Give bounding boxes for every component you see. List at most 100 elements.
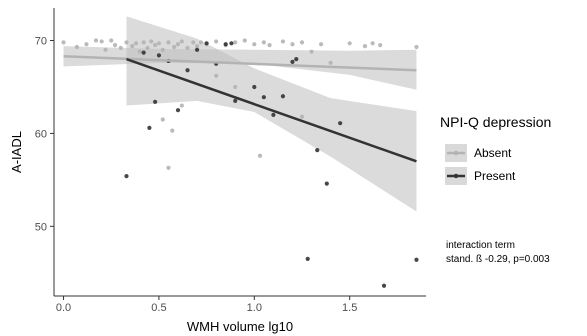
- data-point-absent: [261, 40, 266, 45]
- data-point-present: [141, 50, 146, 55]
- data-point-absent: [179, 39, 184, 44]
- data-point-present: [153, 99, 158, 104]
- data-point-absent: [166, 165, 171, 170]
- data-point-absent: [290, 42, 295, 47]
- legend: NPI-Q depression Absent Present: [440, 114, 551, 185]
- data-point-absent: [370, 41, 375, 46]
- data-point-present: [280, 94, 286, 99]
- data-point-absent: [74, 44, 79, 50]
- legend-item-present: Present: [445, 167, 516, 185]
- data-point-absent: [166, 40, 171, 45]
- data-point-absent: [214, 39, 219, 44]
- x-axis-title: WMH volume lg10: [187, 319, 293, 334]
- data-point-present: [315, 148, 320, 153]
- data-point-present: [229, 41, 234, 46]
- x-tick-label: 1.0: [247, 302, 262, 314]
- data-point-absent: [233, 84, 238, 90]
- data-point-absent: [414, 44, 419, 50]
- legend-title: NPI-Q depression: [440, 114, 551, 130]
- data-point-absent: [198, 40, 203, 45]
- annotation-line-1: interaction term: [446, 240, 515, 251]
- data-point-absent: [299, 40, 305, 45]
- data-point-absent: [378, 43, 383, 48]
- data-point-present: [338, 121, 343, 126]
- data-point-absent: [124, 40, 129, 45]
- data-point-present: [271, 112, 276, 117]
- ci-band-present: [126, 16, 417, 212]
- data-point-absent: [257, 153, 263, 158]
- data-point-absent: [172, 44, 177, 50]
- interaction-annotation: interaction term stand. ß -0.29, p=0.003: [446, 239, 550, 267]
- data-point-absent: [309, 49, 314, 54]
- data-point-absent: [252, 42, 257, 47]
- data-point-present: [204, 41, 209, 46]
- data-point-absent: [185, 45, 190, 51]
- data-point-absent: [99, 39, 104, 44]
- data-point-present: [294, 56, 299, 62]
- axes: 0.0 0.5 1.0 1.5 50 60 70 WMH volume lg10 A-IADL: [9, 8, 426, 334]
- y-axis-title: A-IADL: [9, 131, 24, 173]
- data-point-absent: [141, 40, 146, 45]
- data-point-present: [194, 47, 200, 52]
- data-point-present: [175, 108, 181, 113]
- data-point-present: [124, 174, 129, 179]
- data-point-present: [223, 42, 228, 47]
- data-point-absent: [118, 45, 123, 51]
- fit-line-present: [126, 57, 417, 163]
- data-point-present: [156, 53, 162, 58]
- data-point-absent: [194, 43, 200, 49]
- y-tick-label: 70: [35, 36, 47, 48]
- data-point-absent: [267, 43, 272, 48]
- data-point-absent: [328, 60, 333, 65]
- y-tick-label: 60: [35, 128, 47, 140]
- data-point-absent: [280, 39, 286, 44]
- legend-label-present: Present: [474, 169, 516, 183]
- data-point-present: [233, 98, 238, 104]
- legend-swatch-point: [453, 173, 459, 179]
- data-point-absent: [175, 42, 181, 47]
- data-point-present: [324, 181, 329, 186]
- data-point-absent: [153, 43, 158, 48]
- data-point-absent: [299, 114, 305, 119]
- data-point-absent: [84, 42, 89, 47]
- data-point-absent: [318, 42, 324, 47]
- data-point-present: [290, 59, 295, 64]
- annotation-line-2: stand. ß -0.29, p=0.003: [446, 254, 550, 265]
- legend-item-absent: Absent: [445, 144, 512, 162]
- legend-swatch-point: [453, 150, 459, 156]
- data-point-absent: [160, 117, 165, 122]
- fit-line-absent: [63, 55, 417, 72]
- x-tick-label: 1.5: [342, 302, 357, 314]
- data-point-absent: [61, 40, 66, 45]
- data-point-present: [381, 283, 387, 288]
- data-point-absent: [160, 47, 165, 52]
- data-point-absent: [103, 47, 108, 52]
- data-point-absent: [112, 43, 118, 48]
- data-point-absent: [156, 41, 162, 46]
- data-point-present: [305, 256, 310, 261]
- data-point-absent: [133, 41, 139, 46]
- data-point-present: [252, 84, 257, 90]
- data-point-absent: [93, 38, 99, 43]
- data-point-absent: [130, 43, 135, 49]
- data-point-present: [414, 257, 419, 262]
- data-point-absent: [145, 45, 150, 51]
- data-point-absent: [233, 40, 238, 45]
- y-tick-label: 50: [35, 221, 47, 233]
- data-point-present: [147, 125, 152, 130]
- data-point-present: [261, 95, 266, 100]
- data-point-absent: [242, 38, 247, 43]
- data-point-absent: [137, 49, 142, 54]
- data-point-absent: [109, 38, 114, 43]
- x-tick-label: 0.5: [151, 302, 166, 314]
- data-point-absent: [149, 39, 154, 44]
- plot-area: [61, 16, 419, 288]
- data-point-absent: [191, 40, 196, 45]
- x-tick-label: 0.0: [56, 302, 71, 314]
- data-point-absent: [214, 73, 219, 78]
- data-point-absent: [170, 128, 175, 133]
- data-point-absent: [362, 43, 368, 49]
- data-point-absent: [347, 41, 352, 46]
- data-point-absent: [179, 103, 184, 108]
